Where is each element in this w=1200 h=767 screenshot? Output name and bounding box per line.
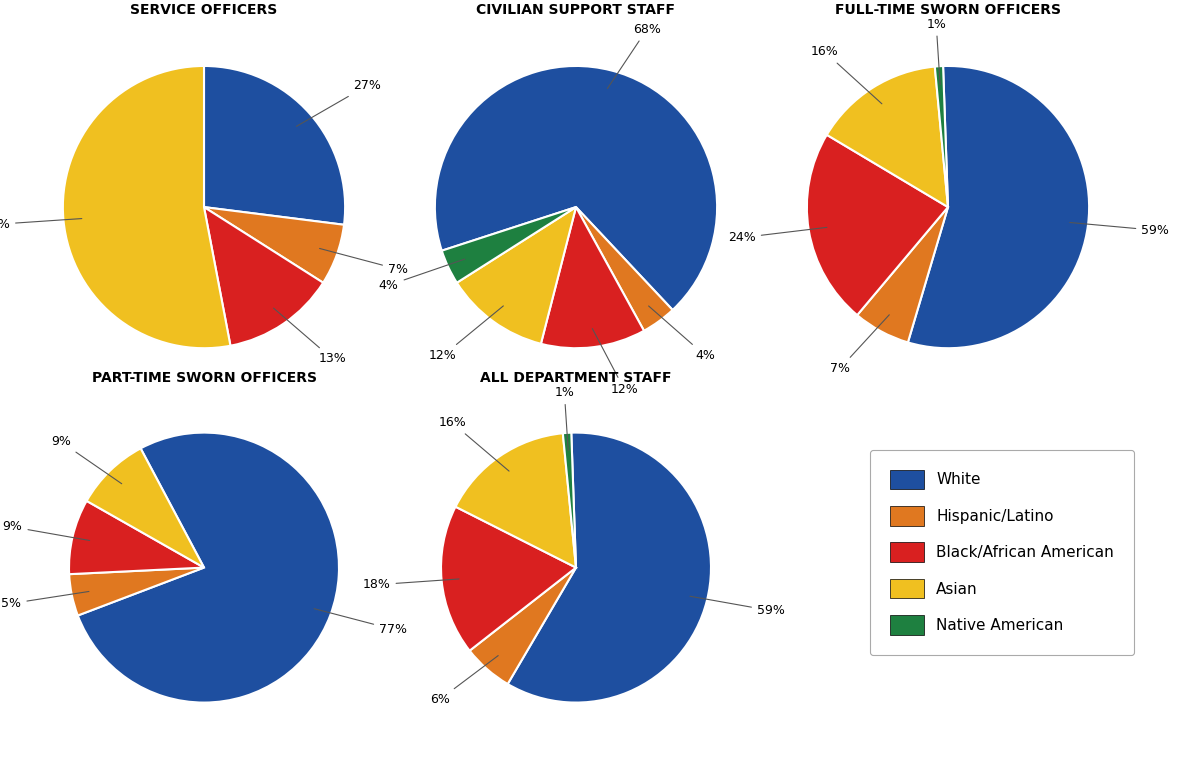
Text: 7%: 7%: [829, 314, 889, 375]
Wedge shape: [70, 568, 204, 615]
Text: 9%: 9%: [2, 521, 90, 541]
Text: 59%: 59%: [1069, 222, 1169, 237]
Wedge shape: [204, 207, 323, 346]
Wedge shape: [204, 66, 346, 225]
Text: 27%: 27%: [296, 79, 380, 127]
Wedge shape: [442, 507, 576, 650]
Wedge shape: [442, 207, 576, 283]
Wedge shape: [456, 433, 576, 568]
Wedge shape: [541, 207, 644, 348]
Wedge shape: [508, 433, 710, 703]
Text: 5%: 5%: [1, 591, 89, 610]
Wedge shape: [827, 67, 948, 207]
Text: 1%: 1%: [926, 18, 946, 84]
Wedge shape: [806, 135, 948, 315]
Wedge shape: [434, 66, 718, 310]
Text: 13%: 13%: [274, 308, 346, 365]
Wedge shape: [576, 207, 673, 331]
Wedge shape: [62, 66, 230, 348]
Text: 4%: 4%: [379, 259, 464, 291]
Text: 12%: 12%: [430, 306, 503, 362]
Text: 24%: 24%: [728, 227, 827, 244]
Text: 6%: 6%: [430, 656, 498, 706]
Wedge shape: [935, 66, 948, 207]
Wedge shape: [86, 449, 204, 568]
Text: 77%: 77%: [314, 609, 407, 636]
Text: 16%: 16%: [811, 45, 882, 104]
Wedge shape: [204, 207, 344, 283]
Text: 4%: 4%: [648, 306, 715, 362]
Wedge shape: [857, 207, 948, 342]
Wedge shape: [70, 501, 204, 574]
Title: CIVILIAN SUPPORT STAFF: CIVILIAN SUPPORT STAFF: [476, 3, 676, 17]
Title: FULL-TIME SWORN OFFICERS: FULL-TIME SWORN OFFICERS: [835, 3, 1061, 17]
Text: 18%: 18%: [362, 578, 460, 591]
Text: 12%: 12%: [593, 328, 638, 396]
Title: NON-SWORN COMMUNITY
SERVICE OFFICERS: NON-SWORN COMMUNITY SERVICE OFFICERS: [103, 0, 305, 17]
Text: 53%: 53%: [0, 218, 82, 231]
Wedge shape: [457, 207, 576, 344]
Title: ALL DEPARTMENT STAFF: ALL DEPARTMENT STAFF: [480, 371, 672, 385]
Text: 1%: 1%: [554, 386, 575, 450]
Text: 59%: 59%: [690, 596, 785, 617]
Title: PART-TIME SWORN OFFICERS: PART-TIME SWORN OFFICERS: [91, 371, 317, 385]
Legend: White, Hispanic/Latino, Black/African American, Asian, Native American: White, Hispanic/Latino, Black/African Am…: [870, 449, 1134, 655]
Wedge shape: [469, 568, 576, 684]
Wedge shape: [908, 66, 1090, 348]
Text: 9%: 9%: [50, 435, 121, 484]
Text: 16%: 16%: [438, 416, 509, 471]
Wedge shape: [78, 433, 338, 703]
Wedge shape: [563, 433, 576, 568]
Text: 7%: 7%: [319, 249, 408, 276]
Text: 68%: 68%: [607, 23, 661, 88]
